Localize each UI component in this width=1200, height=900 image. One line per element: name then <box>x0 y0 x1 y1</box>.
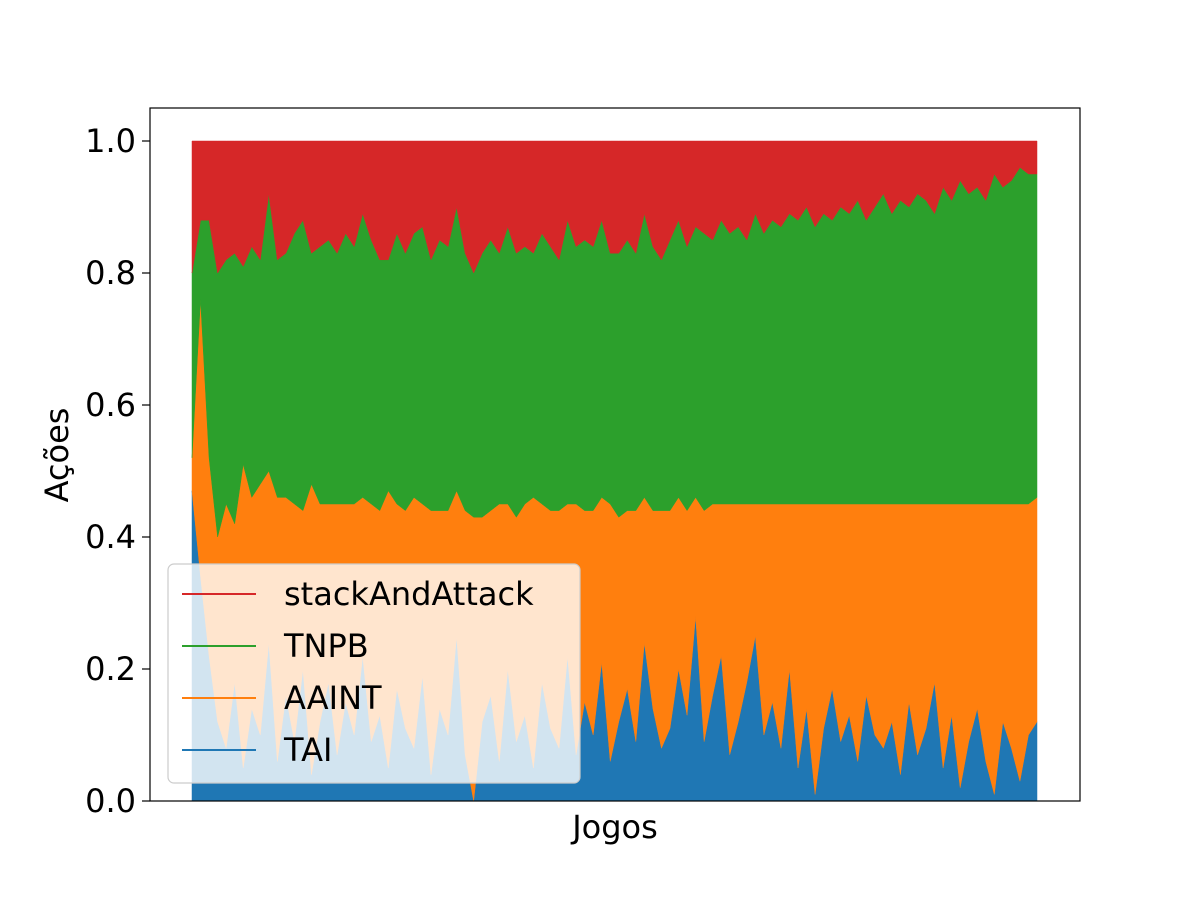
y-tick-label: 0.0 <box>85 782 136 820</box>
area-series-stackandattack <box>191 140 1038 274</box>
y-axis-label: Ações <box>38 408 76 503</box>
legend-label-tai: TAI <box>283 731 332 769</box>
x-axis-label: Jogos <box>570 808 658 846</box>
y-tick-label: 0.8 <box>85 254 136 292</box>
y-tick-label: 0.4 <box>85 518 136 556</box>
y-axis: 0.0 0.2 0.4 0.6 0.8 1.0 <box>85 122 150 820</box>
y-tick-label: 1.0 <box>85 122 136 160</box>
legend-label-stackandattack: stackAndAttack <box>284 575 534 613</box>
axes-frame <box>149 107 1081 802</box>
legend-label-aaint: AAINT <box>284 679 382 717</box>
legend: stackAndAttack TNPB AAINT TAI <box>167 563 581 784</box>
y-tick-label: 0.2 <box>85 650 136 688</box>
legend-label-tnpb: TNPB <box>283 627 369 665</box>
y-tick-label: 0.6 <box>85 386 136 424</box>
legend-box <box>167 563 581 784</box>
